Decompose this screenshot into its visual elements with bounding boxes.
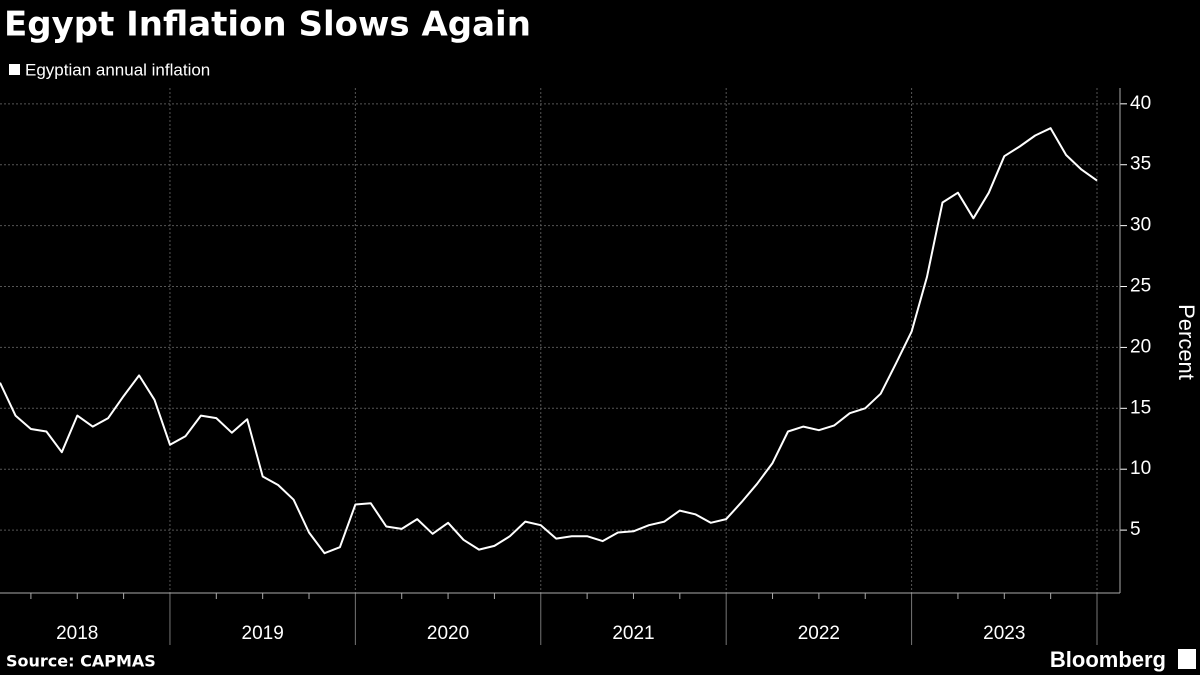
legend-label: Egyptian annual inflation <box>25 60 210 79</box>
y-tick-label: 20 <box>1130 336 1151 357</box>
x-tick-label: 2019 <box>242 623 284 644</box>
y-tick-label: 35 <box>1130 154 1151 175</box>
x-tick-label: 2022 <box>798 623 840 644</box>
y-tick-label: 10 <box>1130 458 1151 479</box>
y-tick-label: 30 <box>1130 215 1151 236</box>
y-tick-label: 15 <box>1130 397 1151 418</box>
source: Source: CAPMAS <box>6 652 156 671</box>
x-tick-label: 2021 <box>612 623 654 644</box>
y-tick-label: 5 <box>1130 519 1141 540</box>
chart-title: Egypt Inflation Slows Again <box>4 5 531 45</box>
x-tick-label: 2023 <box>983 623 1025 644</box>
legend-swatch <box>9 64 20 75</box>
brand: Bloomberg <box>1050 647 1166 672</box>
y-tick-label: 25 <box>1130 276 1151 297</box>
brand-icon <box>1178 649 1196 669</box>
y-axis-label: Percent <box>1174 304 1199 380</box>
line <box>0 127 1098 555</box>
x-tick-label: 2020 <box>427 623 469 644</box>
y-tick-label: 40 <box>1130 93 1151 114</box>
x-tick-label: 2018 <box>56 623 98 644</box>
